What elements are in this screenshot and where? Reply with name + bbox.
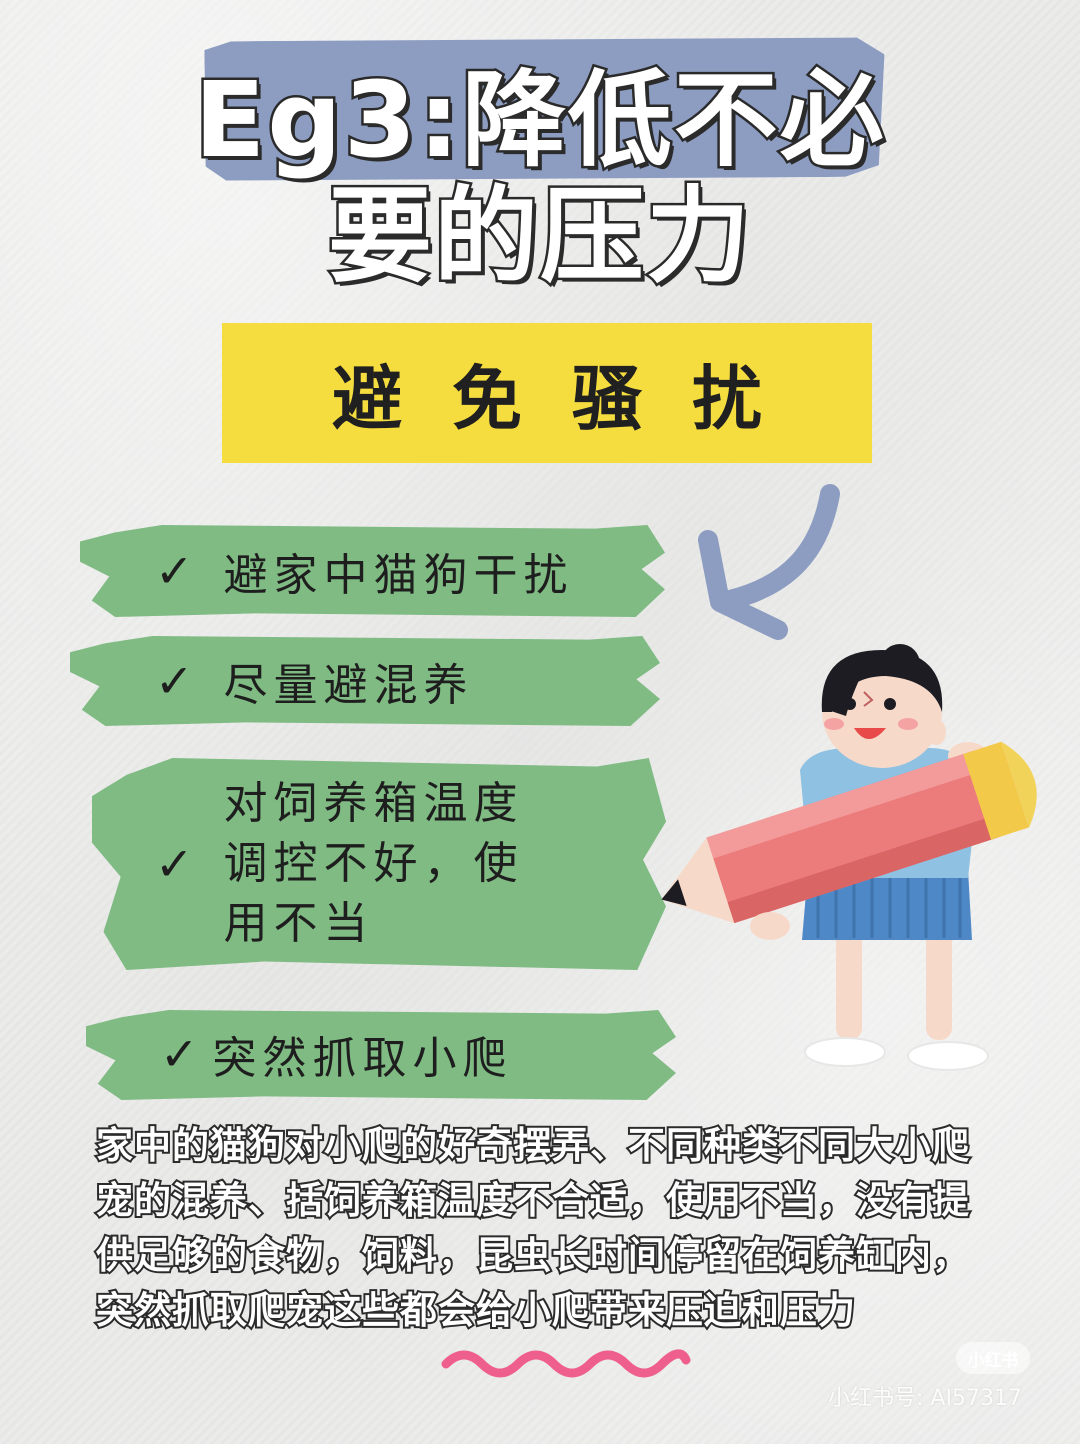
checklist-item-bg-4	[86, 1010, 676, 1100]
watermark-logo: 小红书	[956, 1342, 1030, 1374]
wave-decoration	[441, 1349, 691, 1378]
title-line-1: Eg3:降低不必	[192, 59, 886, 181]
checklist-item-label: 对饲养箱温度 调控不好，使 用不当	[224, 774, 524, 954]
check-icon: ✓	[155, 837, 200, 891]
checklist-item-label: 尽量避混养	[223, 660, 474, 711]
curved-arrow-icon	[698, 484, 840, 640]
watermark-id: 小红书号: AI57317	[828, 1386, 1022, 1411]
checklist-item-line: 对饲养箱温度	[223, 778, 524, 829]
checklist-item-1: ✓ 避家中猫狗干扰	[155, 541, 574, 601]
page-title: Eg3:降低不必 要的压力	[140, 59, 940, 297]
check-icon: ✓	[155, 544, 200, 598]
check-icon: ✓	[160, 1027, 205, 1081]
girl-with-pencil-illustration	[661, 644, 1037, 1071]
checklist-item-bg-3	[92, 758, 666, 970]
subtitle-highlight	[222, 323, 872, 463]
explanation-paragraph: 家中的猫狗对小爬的好奇摆弄、不同种类不同大小爬宠的混养、括饲养箱温度不合适，使用…	[94, 1122, 971, 1334]
checklist-item-line: 用不当	[223, 898, 374, 949]
title-line-2: 要的压力	[325, 175, 752, 297]
checklist-item-label: 避家中猫狗干扰	[223, 550, 574, 601]
checklist-item-2: ✓ 尽量避混养	[155, 651, 474, 711]
checklist-item-4: ✓ 突然抓取小爬	[160, 1024, 513, 1084]
checklist-item-3: ✓ 对饲养箱温度 调控不好，使 用不当	[155, 764, 524, 964]
check-icon: ✓	[155, 654, 200, 708]
checklist-item-bg-2	[70, 636, 660, 726]
checklist-item-line: 调控不好，使	[223, 838, 524, 889]
checklist-item-label: 突然抓取小爬	[212, 1033, 513, 1084]
checklist-item-bg-1	[80, 525, 665, 617]
subtitle: 避免骚扰	[332, 357, 812, 440]
